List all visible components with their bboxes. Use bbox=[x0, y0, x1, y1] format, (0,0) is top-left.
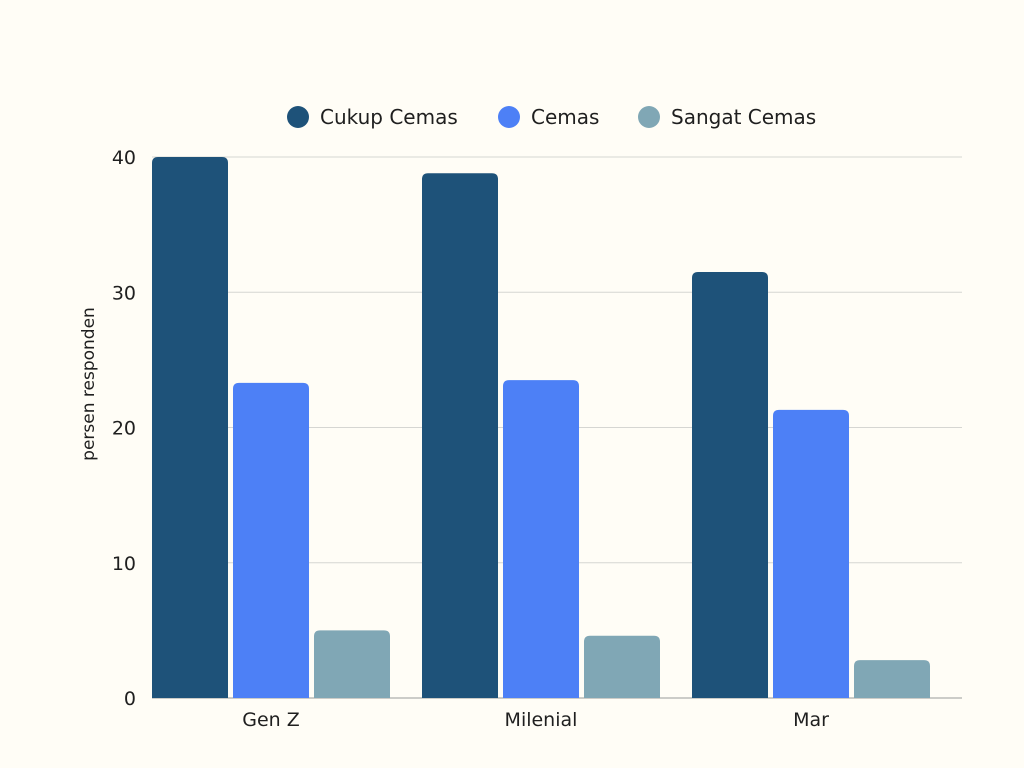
bar-sangat-cemas-mar bbox=[854, 660, 930, 698]
bar-cemas-milenial bbox=[503, 380, 579, 698]
y-axis-title: persen responden bbox=[79, 307, 99, 461]
legend-label: Sangat Cemas bbox=[671, 105, 816, 129]
y-tick-label: 20 bbox=[112, 418, 136, 440]
bar-cemas-gen-z bbox=[233, 382, 309, 698]
bar-cukup-cemas-milenial bbox=[422, 173, 498, 699]
legend-swatch bbox=[638, 106, 660, 128]
legend-item-cukup-cemas: Cukup Cemas bbox=[287, 105, 458, 129]
y-tick-label: 10 bbox=[112, 553, 136, 575]
y-tick-label: 30 bbox=[112, 282, 136, 304]
bar-cukup-cemas-mar bbox=[692, 271, 768, 698]
bars bbox=[152, 157, 930, 699]
bar-cemas-mar bbox=[773, 409, 849, 698]
legend-swatch bbox=[498, 106, 520, 128]
legend-item-sangat-cemas: Sangat Cemas bbox=[638, 105, 816, 129]
bar-sangat-cemas-milenial bbox=[584, 635, 660, 698]
y-tick-label: 0 bbox=[124, 688, 136, 710]
bar-sangat-cemas-gen-z bbox=[314, 630, 390, 698]
x-category-label: Milenial bbox=[505, 709, 578, 731]
legend: Cukup Cemas Cemas Sangat Cemas bbox=[287, 105, 816, 129]
y-axis-ticks: 0 10 20 30 40 bbox=[112, 147, 136, 710]
legend-label: Cukup Cemas bbox=[320, 105, 458, 129]
legend-label: Cemas bbox=[531, 105, 599, 129]
x-axis-labels: Gen Z Milenial Mar bbox=[242, 709, 829, 731]
x-category-label: Mar bbox=[793, 709, 829, 731]
bar-cukup-cemas-gen-z bbox=[152, 157, 228, 698]
legend-item-cemas: Cemas bbox=[498, 105, 599, 129]
legend-swatch bbox=[287, 106, 309, 128]
y-tick-label: 40 bbox=[112, 147, 136, 169]
x-category-label: Gen Z bbox=[242, 709, 300, 731]
